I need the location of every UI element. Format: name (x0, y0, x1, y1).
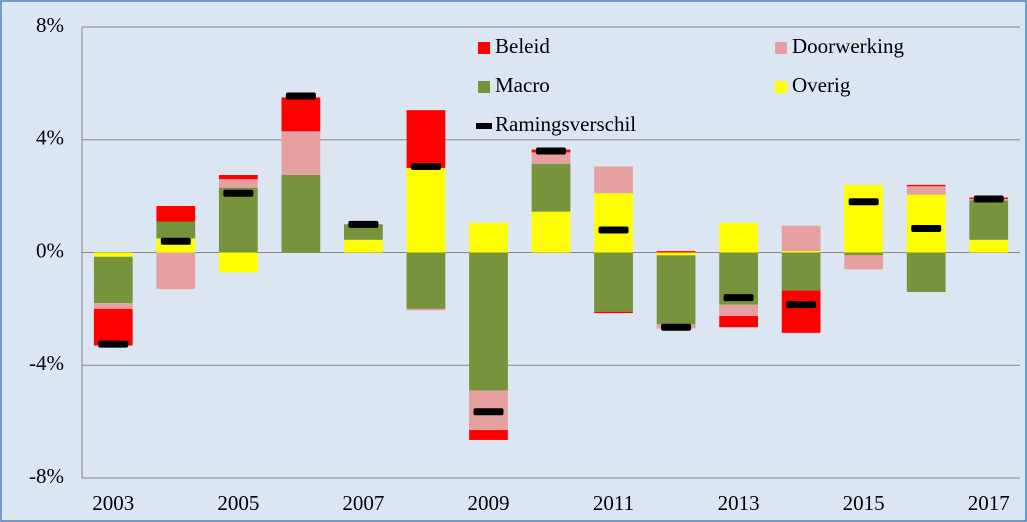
bar-segment (156, 205, 196, 222)
bar-segment (656, 255, 696, 325)
x-tick-label: 2013 (718, 491, 760, 515)
y-tick-label: 8% (36, 13, 64, 37)
bar-segment (156, 252, 196, 290)
bar-segment (844, 184, 884, 253)
bar-segment (344, 224, 383, 240)
marker (473, 408, 504, 416)
bar-segment (719, 222, 758, 253)
bar-segment (594, 252, 633, 312)
y-tick-label: -8% (29, 464, 64, 488)
x-tick-label: 2007 (342, 491, 384, 515)
marker (786, 301, 817, 309)
legend-swatch (478, 42, 490, 54)
y-tick-label: 0% (36, 238, 64, 262)
legend-label: Ramingsverschil (495, 112, 636, 136)
bar-segment (844, 255, 884, 270)
legend-swatch (775, 81, 787, 93)
marker (98, 340, 129, 348)
y-tick-label: 4% (36, 126, 64, 150)
legend-label: Doorwerking (792, 34, 904, 58)
bar-segment (469, 430, 508, 440)
bar-segment (969, 200, 1009, 240)
bar-segment (218, 187, 258, 253)
bar-segment (781, 225, 821, 252)
bar-segment (781, 251, 821, 253)
x-tick-label: 2011 (593, 491, 634, 515)
marker (723, 294, 754, 302)
bar-segment (281, 131, 321, 175)
legend-label: Macro (495, 73, 550, 97)
bar-segment (93, 256, 133, 304)
bar-segment (906, 184, 946, 187)
legend-label: Beleid (495, 34, 550, 58)
bar-segment (906, 186, 946, 195)
bar-segment (594, 193, 633, 253)
bar-segment (469, 252, 508, 391)
bar-segment (281, 174, 321, 253)
marker (598, 226, 629, 234)
x-tick-label: 2017 (968, 491, 1010, 515)
x-tick-label: 2009 (467, 491, 509, 515)
marker (911, 225, 942, 233)
bar-segment (719, 315, 758, 328)
bar-segment (406, 308, 446, 311)
legend-swatch (775, 42, 787, 54)
bar-segment (156, 221, 196, 239)
y-tick-label: -4% (29, 351, 64, 375)
marker (285, 92, 316, 100)
bar-segment (781, 290, 821, 333)
bar-segment (406, 252, 446, 309)
bar-segment (281, 97, 321, 132)
x-tick-label: 2015 (843, 491, 885, 515)
bar-segment (531, 211, 571, 253)
bar-segment (656, 252, 696, 256)
bar-segment (594, 166, 633, 194)
bar-segment (781, 252, 821, 291)
bar-segment (406, 167, 446, 253)
bar-segment (969, 239, 1009, 253)
bar-segment (906, 194, 946, 253)
bar-segment (218, 179, 258, 188)
marker (536, 147, 566, 155)
marker (848, 198, 879, 206)
bar-segment (656, 251, 696, 253)
bar-segment (844, 252, 884, 256)
marker (160, 237, 191, 245)
marker (661, 323, 692, 331)
bar-segment (406, 110, 446, 168)
bar-segment (469, 222, 508, 253)
bar-segment (531, 163, 571, 212)
bar-segment (93, 252, 133, 257)
legend-swatch (476, 123, 492, 129)
bar-segment (594, 311, 633, 314)
bar-segment (218, 174, 258, 180)
marker (348, 220, 379, 228)
bar-segment (344, 239, 383, 253)
bar-segment (906, 252, 946, 292)
marker (410, 163, 441, 171)
legend-label: Overig (792, 73, 851, 97)
x-tick-label: 2003 (92, 491, 134, 515)
marker (973, 195, 1004, 203)
marker (223, 189, 254, 197)
legend-swatch (478, 81, 490, 93)
bar-segment (93, 303, 133, 309)
bar-segment (531, 152, 571, 164)
bar-segment (93, 308, 133, 346)
x-tick-label: 2005 (217, 491, 259, 515)
bar-segment (218, 252, 258, 273)
bar-segment (719, 304, 758, 316)
